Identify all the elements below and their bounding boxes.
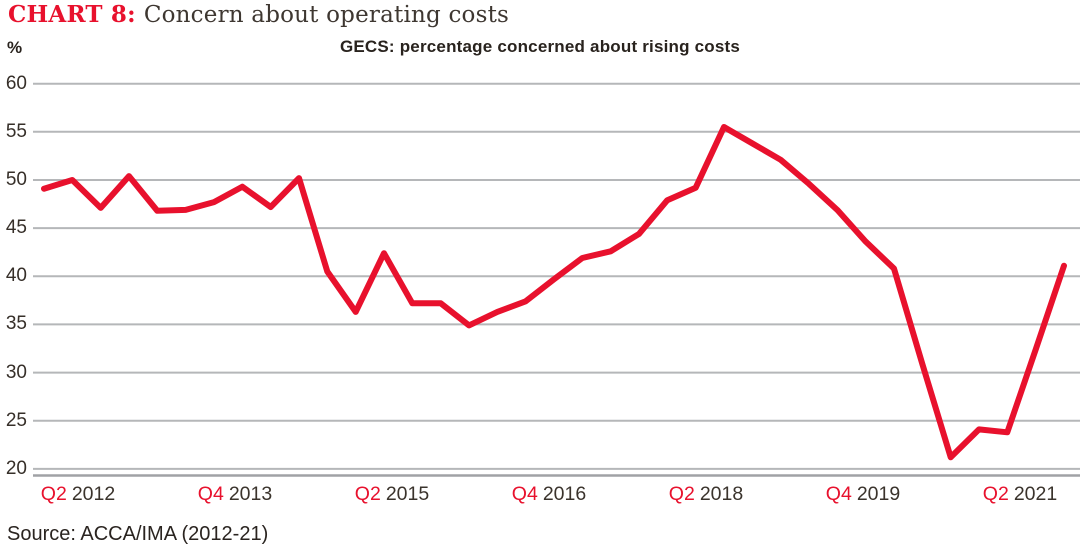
year-label: 2013 [228,483,273,505]
x-tick-label: Q2 2015 [355,483,429,506]
y-axis-unit-label: % [7,38,23,57]
quarter-label: Q2 [40,483,67,505]
x-tick-label: Q2 2012 [41,483,115,506]
x-tick-label: Q2 2021 [983,483,1057,506]
year-label: 2021 [1013,483,1058,505]
year-label: 2016 [542,483,587,505]
y-tick-label: 30 [5,361,27,383]
y-tick-label: 40 [5,265,27,287]
chart-title-text: Concern about operating costs [143,2,510,28]
year-label: 2012 [71,483,116,505]
x-tick-label: Q4 2013 [198,483,272,506]
y-tick-label: 50 [5,169,27,190]
y-tick-label: 55 [5,120,27,142]
quarter-label: Q4 [825,483,852,505]
x-tick-label: Q4 2019 [826,483,900,506]
gecs-cost-concern-line [41,124,1067,461]
quarter-label: Q2 [668,483,695,505]
quarter-label: Q4 [197,483,224,505]
y-tick-label: 35 [5,313,27,335]
y-tick-label: 20 [5,457,27,479]
chart-subtitle: GECS: percentage concerned about rising … [339,37,741,56]
x-tick-label: Q4 2016 [512,483,586,506]
year-label: 2018 [699,483,744,505]
y-tick-label: 60 [5,72,27,94]
quarter-label: Q4 [511,483,538,505]
quarter-label: Q2 [354,483,381,505]
y-tick-label: 45 [5,217,27,239]
year-label: 2015 [385,483,430,505]
source-note: Source: ACCA/IMA (2012-21) [7,523,269,545]
year-label: 2019 [856,483,901,505]
y-tick-label: 25 [5,409,27,431]
x-tick-label: Q2 2018 [669,483,743,506]
quarter-label: Q2 [982,483,1009,505]
chart-number-label: CHART 8: [8,1,136,28]
chart-title: CHART 8: Concern about operating costs [8,1,509,28]
